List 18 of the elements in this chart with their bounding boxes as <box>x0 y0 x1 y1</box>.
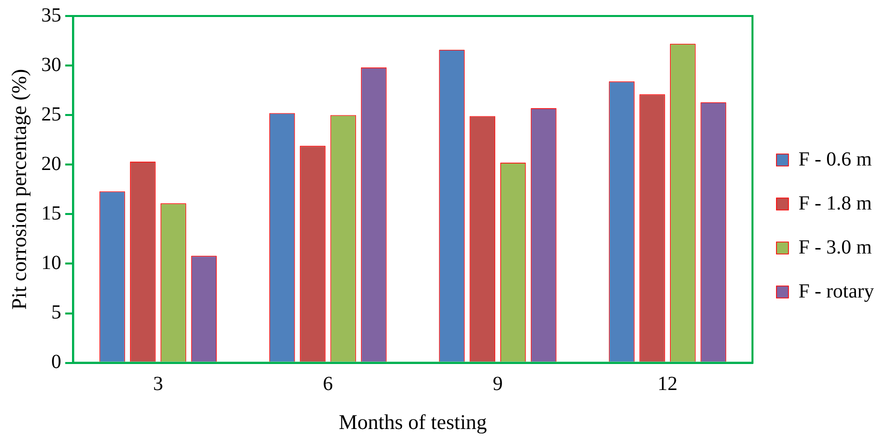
y-tick-label: 0 <box>51 351 62 374</box>
x-tick-label: 12 <box>658 373 678 396</box>
legend-label: F - 1.8 m <box>798 192 872 214</box>
y-tick-label: 15 <box>41 202 62 224</box>
y-tick-label: 35 <box>41 4 62 26</box>
y-tick-label: 25 <box>41 103 62 126</box>
legend-label: F - rotary <box>798 280 874 302</box>
y-tick-label: 10 <box>41 252 62 274</box>
legend-label: F - 3.0 m <box>798 236 872 258</box>
y-tick-label: 20 <box>41 152 62 175</box>
x-tick-label: 9 <box>492 373 503 396</box>
x-tick-label: 6 <box>322 373 333 396</box>
legend-label: F - 0.6 m <box>798 148 872 170</box>
x-tick-label: 3 <box>153 373 164 396</box>
x-axis-title: Months of testing <box>338 410 488 434</box>
y-axis-title: Pit corrosion percentage (%) <box>7 68 32 310</box>
y-tick-label: 30 <box>41 54 62 76</box>
y-tick-label: 5 <box>51 302 62 324</box>
